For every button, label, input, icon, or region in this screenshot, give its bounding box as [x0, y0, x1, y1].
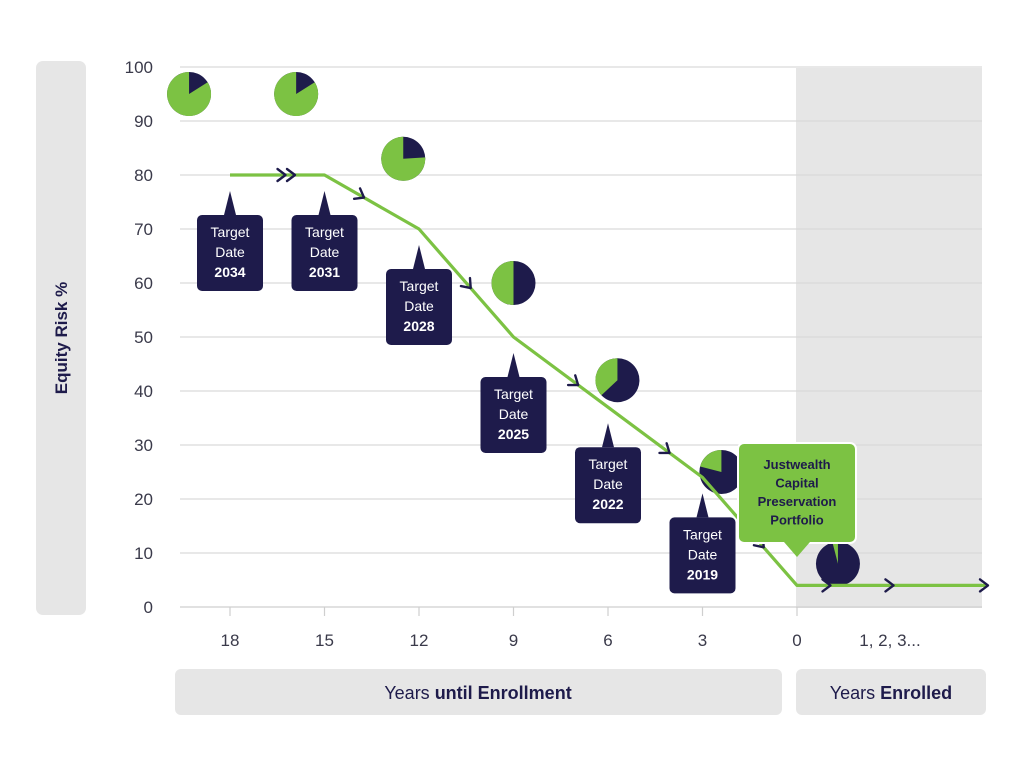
callout-pointer — [507, 353, 520, 377]
x-tick-label: 3 — [698, 631, 707, 650]
pie-equity-slice — [832, 541, 838, 564]
arrow-mark — [884, 578, 895, 593]
pie-equity-slice — [595, 358, 618, 396]
callout-year: 2031 — [309, 264, 340, 280]
callout-box — [291, 215, 358, 291]
callout-line-2: Date — [404, 298, 434, 314]
x-tick-label: 15 — [315, 631, 334, 650]
y-tick-label: 40 — [134, 382, 153, 401]
pie-equity-slice — [381, 136, 426, 181]
arrow-mark — [658, 442, 671, 455]
x-tick-labels: 18 15 12 9 6 3 0 1, 2, 3... — [221, 607, 921, 650]
callout-year: 2034 — [214, 264, 245, 280]
callout-year: 2028 — [403, 318, 434, 334]
callout-pointer — [696, 493, 709, 518]
callout-box — [575, 447, 641, 524]
allocation-pie — [274, 72, 319, 116]
enrolled-tick-label: 1, 2, 3... — [859, 631, 920, 650]
arrow-mark — [566, 374, 580, 387]
glide-path-series — [230, 173, 986, 588]
portfolio-callout-line: Preservation — [758, 494, 837, 509]
arrow-mark — [978, 578, 990, 593]
allocation-pie — [381, 136, 426, 181]
target-date-callout: Target Date 2028 — [386, 245, 452, 345]
callout-pointer — [224, 191, 236, 215]
arrow-mark — [285, 167, 297, 183]
portfolio-callout-line: Justwealth — [763, 457, 830, 472]
y-tick-label: 80 — [134, 166, 153, 185]
target-date-callout: Target Date 2034 — [197, 191, 263, 291]
callout-pointer — [413, 245, 425, 269]
x-tick-label: 9 — [509, 631, 518, 650]
callout-line-1: Target — [400, 278, 439, 294]
y-tick-label: 60 — [134, 274, 153, 293]
y-axis-label-panel — [36, 61, 86, 615]
pie-equity-slice — [167, 72, 212, 117]
target-date-callouts: Target Date 2034 Target Date 2031 Target Date 20… — [197, 191, 736, 594]
glide-path-line — [230, 173, 986, 588]
allocation-pie — [815, 541, 860, 586]
callout-pointer — [602, 423, 614, 448]
y-tick-label: 20 — [134, 490, 153, 509]
callout-box — [197, 215, 263, 291]
x-axis-label-panel-enrolled — [796, 669, 986, 715]
y-tick-labels: 0 10 20 30 40 50 60 70 80 90 100 — [125, 58, 153, 617]
callout-box — [386, 269, 452, 345]
portfolio-callout: Justwealth Capital Preservation Portfolio — [737, 442, 857, 557]
x-tick-label: 12 — [410, 631, 429, 650]
y-tick-label: 90 — [134, 112, 153, 131]
allocation-pie — [491, 261, 536, 305]
portfolio-callout-pointer — [784, 542, 810, 557]
callout-year: 2022 — [592, 496, 623, 512]
callout-year: 2025 — [498, 426, 529, 442]
x-axis-label-enrolled: Years Enrolled — [830, 683, 952, 703]
y-tick-label: 0 — [144, 598, 153, 617]
callout-line-2: Date — [310, 244, 340, 260]
allocation-pie — [595, 358, 640, 403]
callout-line-2: Date — [499, 406, 529, 422]
arrow-mark — [276, 167, 287, 183]
pie-equity-slice — [274, 72, 319, 116]
x-axis-label-panel-enrollment — [175, 669, 782, 715]
x-tick-label: 0 — [792, 631, 801, 650]
callout-box — [669, 517, 736, 594]
glide-path-arrows — [276, 167, 990, 593]
portfolio-callout-line: Capital — [775, 476, 818, 491]
callout-box — [480, 377, 547, 453]
target-date-callout: Target Date 2019 — [669, 493, 736, 594]
callout-line-1: Target — [211, 224, 250, 240]
callout-line-2: Date — [688, 546, 718, 562]
callout-line-1: Target — [494, 386, 533, 402]
callout-line-1: Target — [683, 526, 722, 542]
x-axis-label-enrollment: Years until Enrollment — [384, 683, 571, 703]
y-tick-label: 100 — [125, 58, 153, 77]
pie-equity-slice — [491, 261, 514, 305]
target-date-callout: Target Date 2031 — [291, 191, 358, 291]
arrow-mark — [821, 578, 832, 593]
y-axis-label: Equity Risk % — [52, 282, 71, 394]
portfolio-callout-line: Portfolio — [770, 513, 823, 528]
allocation-pies — [167, 72, 860, 586]
callout-line-2: Date — [593, 476, 623, 492]
arrow-mark — [352, 187, 366, 201]
allocation-pie — [167, 72, 212, 117]
arrow-mark — [459, 276, 472, 290]
callout-pointer — [318, 191, 331, 215]
callout-line-1: Target — [305, 224, 344, 240]
y-tick-label: 10 — [134, 544, 153, 563]
x-tick-label: 18 — [221, 631, 240, 650]
callout-line-1: Target — [589, 456, 628, 472]
y-tick-label: 70 — [134, 220, 153, 239]
allocation-pie — [699, 450, 744, 494]
callout-line-2: Date — [215, 244, 245, 260]
x-tick-label: 6 — [603, 631, 612, 650]
pie-equity-slice — [700, 450, 722, 472]
y-tick-label: 30 — [134, 436, 153, 455]
y-tick-label: 50 — [134, 328, 153, 347]
target-date-callout: Target Date 2025 — [480, 353, 547, 453]
callout-year: 2019 — [687, 566, 718, 582]
target-date-callout: Target Date 2022 — [575, 423, 641, 524]
